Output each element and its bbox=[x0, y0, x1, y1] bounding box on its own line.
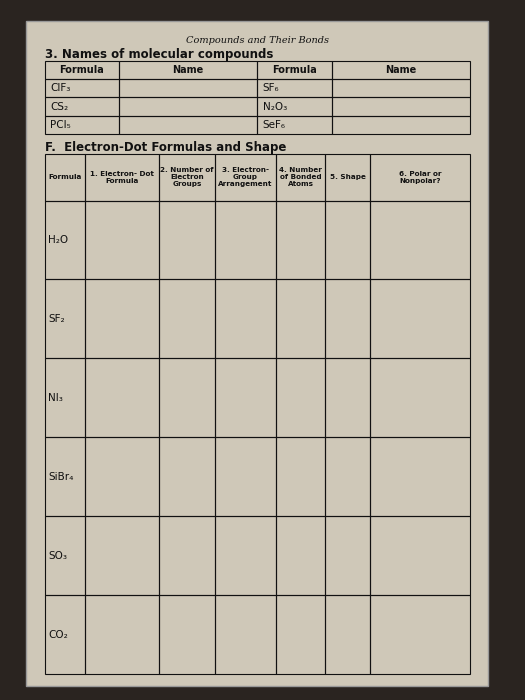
Bar bbox=[276, 358, 326, 438]
FancyBboxPatch shape bbox=[26, 21, 488, 686]
Bar bbox=[326, 279, 370, 358]
Bar bbox=[119, 97, 257, 116]
Bar bbox=[276, 154, 326, 200]
Bar bbox=[45, 61, 119, 79]
Text: N₂O₃: N₂O₃ bbox=[263, 102, 287, 111]
Bar bbox=[215, 200, 276, 279]
Bar bbox=[276, 438, 326, 516]
Bar bbox=[85, 279, 160, 358]
Bar bbox=[326, 154, 370, 200]
Bar bbox=[85, 516, 160, 595]
Bar bbox=[326, 358, 370, 438]
Text: SO₃: SO₃ bbox=[48, 551, 67, 561]
Bar bbox=[215, 279, 276, 358]
Text: ClF₃: ClF₃ bbox=[50, 83, 71, 93]
Bar bbox=[370, 438, 470, 516]
Text: H₂O: H₂O bbox=[48, 235, 69, 245]
Text: SF₂: SF₂ bbox=[48, 314, 65, 324]
Bar bbox=[326, 516, 370, 595]
Bar bbox=[276, 279, 326, 358]
Bar bbox=[370, 154, 470, 200]
Bar bbox=[160, 279, 215, 358]
Bar bbox=[370, 200, 470, 279]
Bar bbox=[45, 116, 119, 134]
Text: SiBr₄: SiBr₄ bbox=[48, 472, 74, 482]
Bar bbox=[215, 516, 276, 595]
Text: Name: Name bbox=[385, 65, 416, 75]
Bar bbox=[332, 61, 470, 79]
Bar bbox=[119, 116, 257, 134]
Text: SF₆: SF₆ bbox=[263, 83, 279, 93]
Bar bbox=[215, 595, 276, 674]
Text: 1. Electron- Dot
Formula: 1. Electron- Dot Formula bbox=[90, 171, 154, 184]
Bar bbox=[257, 97, 332, 116]
Bar bbox=[119, 79, 257, 97]
Bar bbox=[45, 279, 85, 358]
Bar bbox=[257, 116, 332, 134]
Bar bbox=[332, 79, 470, 97]
Bar bbox=[160, 595, 215, 674]
Text: PCl₅: PCl₅ bbox=[50, 120, 71, 130]
Bar bbox=[326, 438, 370, 516]
Bar bbox=[85, 154, 160, 200]
Bar bbox=[257, 79, 332, 97]
Text: F.  Electron-Dot Formulas and Shape: F. Electron-Dot Formulas and Shape bbox=[45, 141, 286, 154]
Bar bbox=[85, 438, 160, 516]
Bar bbox=[332, 116, 470, 134]
Bar bbox=[332, 97, 470, 116]
Bar bbox=[45, 79, 119, 97]
Bar bbox=[45, 200, 85, 279]
Bar bbox=[326, 200, 370, 279]
Bar bbox=[370, 595, 470, 674]
Text: 5. Shape: 5. Shape bbox=[330, 174, 365, 181]
Bar bbox=[85, 595, 160, 674]
Bar bbox=[160, 516, 215, 595]
Bar bbox=[85, 358, 160, 438]
Text: SeF₆: SeF₆ bbox=[263, 120, 286, 130]
Bar bbox=[160, 200, 215, 279]
Bar bbox=[45, 358, 85, 438]
Text: 4. Number
of Bonded
Atoms: 4. Number of Bonded Atoms bbox=[279, 167, 322, 188]
Text: 3. Names of molecular compounds: 3. Names of molecular compounds bbox=[45, 48, 273, 61]
Bar bbox=[215, 154, 276, 200]
Bar bbox=[160, 358, 215, 438]
Bar bbox=[160, 154, 215, 200]
Bar bbox=[45, 595, 85, 674]
Bar bbox=[370, 358, 470, 438]
Text: CS₂: CS₂ bbox=[50, 102, 68, 111]
Text: 6. Polar or
Nonpolar?: 6. Polar or Nonpolar? bbox=[398, 171, 441, 184]
Bar bbox=[45, 154, 85, 200]
Bar bbox=[160, 438, 215, 516]
Bar bbox=[370, 279, 470, 358]
Bar bbox=[370, 516, 470, 595]
Bar bbox=[45, 97, 119, 116]
Text: Name: Name bbox=[173, 65, 204, 75]
Bar bbox=[45, 438, 85, 516]
Text: Formula: Formula bbox=[59, 65, 104, 75]
Bar bbox=[215, 358, 276, 438]
Bar bbox=[276, 200, 326, 279]
Bar bbox=[276, 595, 326, 674]
Text: 2. Number of
Electron
Groups: 2. Number of Electron Groups bbox=[160, 167, 214, 188]
Bar bbox=[85, 200, 160, 279]
Text: 3. Electron-
Group
Arrangement: 3. Electron- Group Arrangement bbox=[218, 167, 273, 188]
Text: Formula: Formula bbox=[272, 65, 317, 75]
Text: NI₃: NI₃ bbox=[48, 393, 64, 402]
Bar bbox=[276, 516, 326, 595]
Text: Compounds and Their Bonds: Compounds and Their Bonds bbox=[186, 36, 329, 46]
Text: Formula: Formula bbox=[48, 174, 81, 181]
Bar bbox=[215, 438, 276, 516]
Bar bbox=[119, 61, 257, 79]
Bar bbox=[45, 516, 85, 595]
Bar bbox=[257, 61, 332, 79]
Bar bbox=[326, 595, 370, 674]
Text: CO₂: CO₂ bbox=[48, 629, 68, 640]
